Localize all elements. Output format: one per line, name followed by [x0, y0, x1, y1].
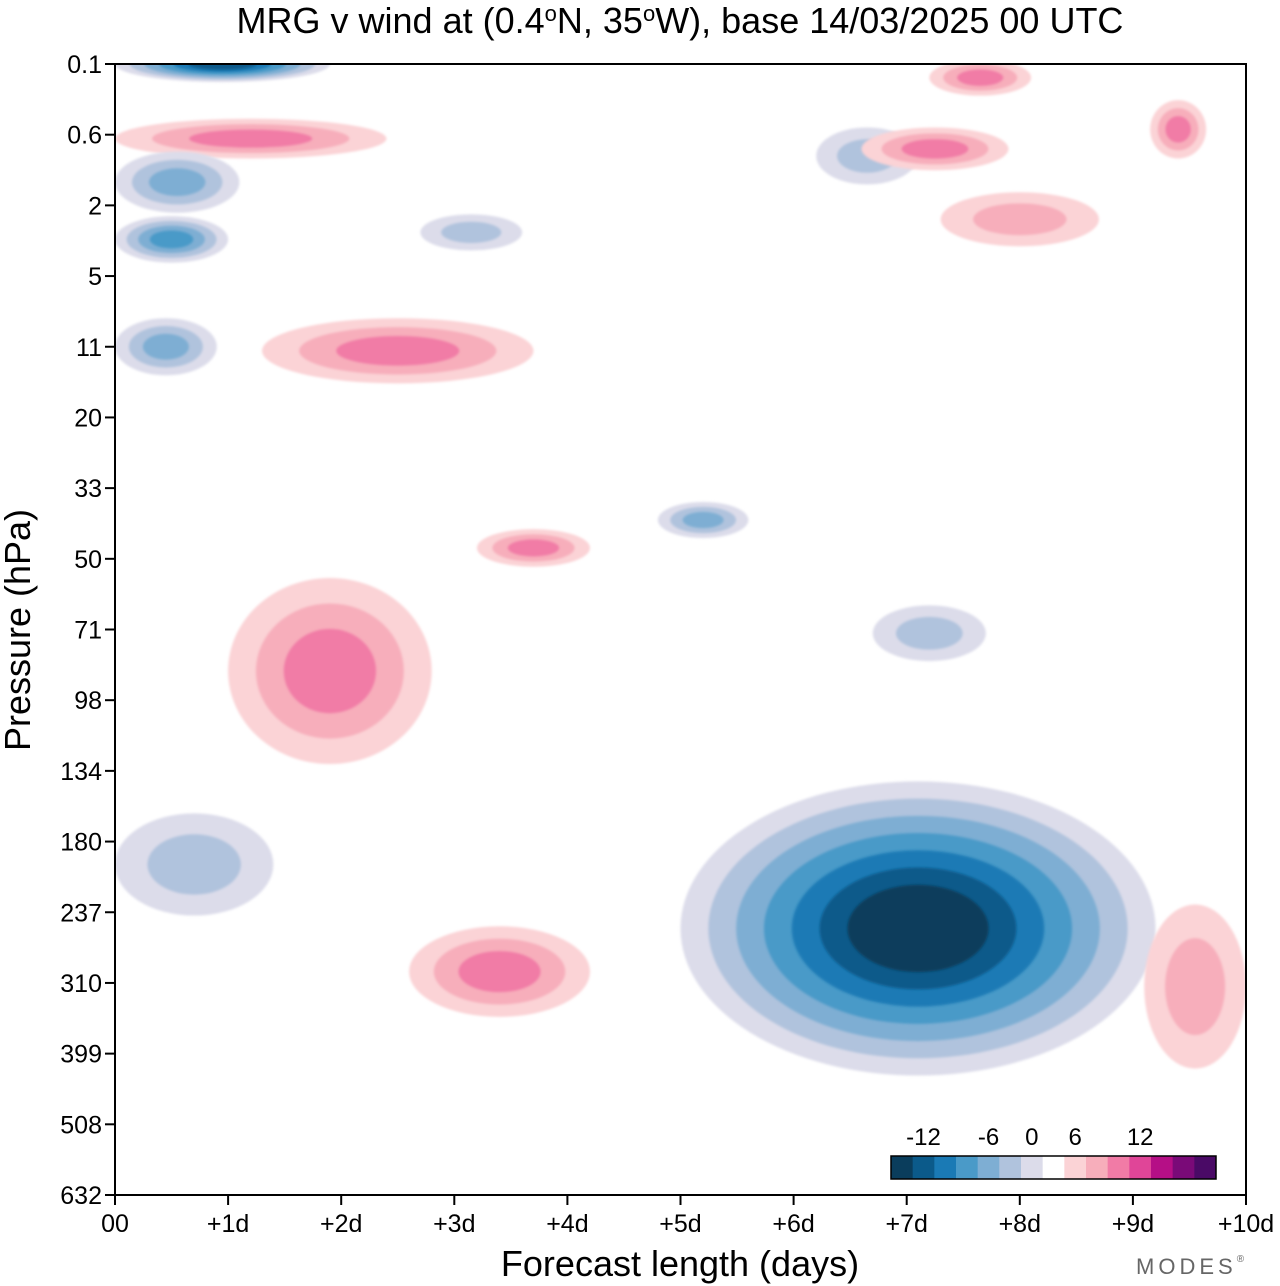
y-tick-label: 50 [74, 546, 102, 574]
y-axis-label: Pressure (hPa) [0, 509, 38, 751]
y-tick-label: 33 [74, 475, 102, 503]
colorbar-swatch [934, 1156, 957, 1179]
negative-wind-region [115, 151, 240, 213]
colorbar-swatch [956, 1156, 979, 1179]
contour-band [188, 64, 257, 70]
positive-wind-region [1144, 904, 1246, 1069]
contour-band [895, 616, 963, 650]
contour-band [1165, 116, 1191, 143]
negative-wind-region [657, 501, 749, 538]
colorbar-swatch [1107, 1156, 1130, 1179]
colorbar-frame [890, 1155, 1217, 1180]
colorbar-swatch [1151, 1156, 1174, 1179]
contour-band [957, 69, 1004, 86]
colorbar-swatch [891, 1156, 914, 1179]
x-tick-label: +9d [1112, 1210, 1154, 1238]
positive-wind-region [228, 578, 432, 765]
y-tick-label: 98 [74, 687, 102, 715]
contour-band [147, 834, 241, 895]
y-axis: 0.1 0.6 2 5 11 20 33 50 71 98 134 180 237 310 399 508 63… [60, 51, 115, 1210]
colorbar-swatch [1129, 1156, 1152, 1179]
colorbar-label: -12 [906, 1124, 941, 1151]
colorbar-swatch [1086, 1156, 1109, 1179]
colorbar: -12 -6 0 6 12 [890, 1124, 1217, 1180]
colorbar-swatch [1172, 1156, 1195, 1179]
x-tick-label: +3d [433, 1210, 475, 1238]
contour-band [507, 539, 560, 557]
x-axis: 00 +1d +2d +3d +4d +5d +6d +7d +8d +9d +10d [101, 1195, 1274, 1238]
colorbar-label: 6 [1068, 1124, 1081, 1151]
colorbar-label: 12 [1127, 1124, 1154, 1151]
contour-band [189, 129, 313, 148]
negative-wind-region [872, 605, 986, 662]
y-tick-label: 134 [60, 758, 102, 786]
y-tick-label: 180 [60, 829, 102, 857]
y-tick-label: 11 [76, 334, 102, 362]
x-axis-label: Forecast length (days) [501, 1243, 859, 1284]
colorbar-swatch [1021, 1156, 1044, 1179]
contour-band [1165, 938, 1226, 1035]
positive-wind-region [940, 192, 1099, 247]
positive-wind-region [262, 318, 534, 384]
positive-wind-region [929, 64, 1032, 96]
negative-wind-region [680, 781, 1156, 1076]
x-tick-label: 00 [101, 1210, 129, 1238]
negative-wind-region [115, 64, 330, 82]
colorbar-label: -6 [978, 1124, 999, 1151]
positive-wind-region [115, 118, 387, 159]
x-tick-label: +6d [772, 1210, 814, 1238]
colorbar-label: 0 [1025, 1124, 1038, 1151]
contour-band [973, 203, 1067, 236]
colorbar-swatch [1194, 1156, 1217, 1179]
contour-band [441, 221, 502, 243]
y-tick-label: 237 [60, 899, 102, 927]
negative-wind-region [115, 216, 229, 263]
y-tick-label: 310 [60, 970, 102, 998]
negative-wind-region [115, 318, 217, 376]
y-tick-label: 2 [88, 192, 102, 220]
chart-title: MRG v wind at (0.4oN, 35oW), base 14/03/… [237, 0, 1124, 41]
y-tick-label: 632 [60, 1182, 102, 1210]
brand-logo: MODES® [1136, 1254, 1248, 1279]
contour-band [847, 884, 989, 973]
positive-wind-region [1150, 100, 1207, 159]
y-tick-label: 508 [60, 1111, 102, 1139]
contour-band [149, 230, 194, 249]
colorbar-swatch [912, 1156, 935, 1179]
contour-band [458, 951, 541, 993]
x-tick-label: +10d [1218, 1210, 1274, 1238]
contour-band [142, 333, 189, 360]
x-tick-label: +1d [207, 1210, 249, 1238]
x-tick-label: +5d [659, 1210, 701, 1238]
y-tick-label: 0.6 [67, 122, 102, 150]
contour-band [901, 139, 969, 159]
contour-band [149, 168, 206, 197]
x-tick-label: +7d [885, 1210, 927, 1238]
y-tick-label: 20 [74, 404, 102, 432]
negative-wind-region [115, 813, 274, 916]
x-tick-label: +2d [320, 1210, 362, 1238]
colorbar-swatch [999, 1156, 1022, 1179]
y-tick-label: 71 [74, 617, 102, 645]
y-tick-label: 399 [60, 1041, 102, 1069]
positive-wind-region [409, 926, 591, 1017]
contour-band [682, 511, 724, 529]
colorbar-swatch [1064, 1156, 1087, 1179]
contour-band [336, 336, 460, 366]
positive-wind-region [476, 529, 591, 567]
y-tick-label: 5 [88, 263, 102, 291]
positive-wind-region [861, 127, 1009, 171]
colorbar-swatch [977, 1156, 1000, 1179]
y-tick-label: 0.1 [67, 51, 102, 79]
x-tick-label: +4d [546, 1210, 588, 1238]
contour-band [283, 628, 377, 714]
x-tick-label: +8d [999, 1210, 1041, 1238]
negative-wind-region [420, 214, 523, 251]
colorbar-swatch [1042, 1156, 1065, 1179]
contour-field [115, 64, 1246, 1076]
